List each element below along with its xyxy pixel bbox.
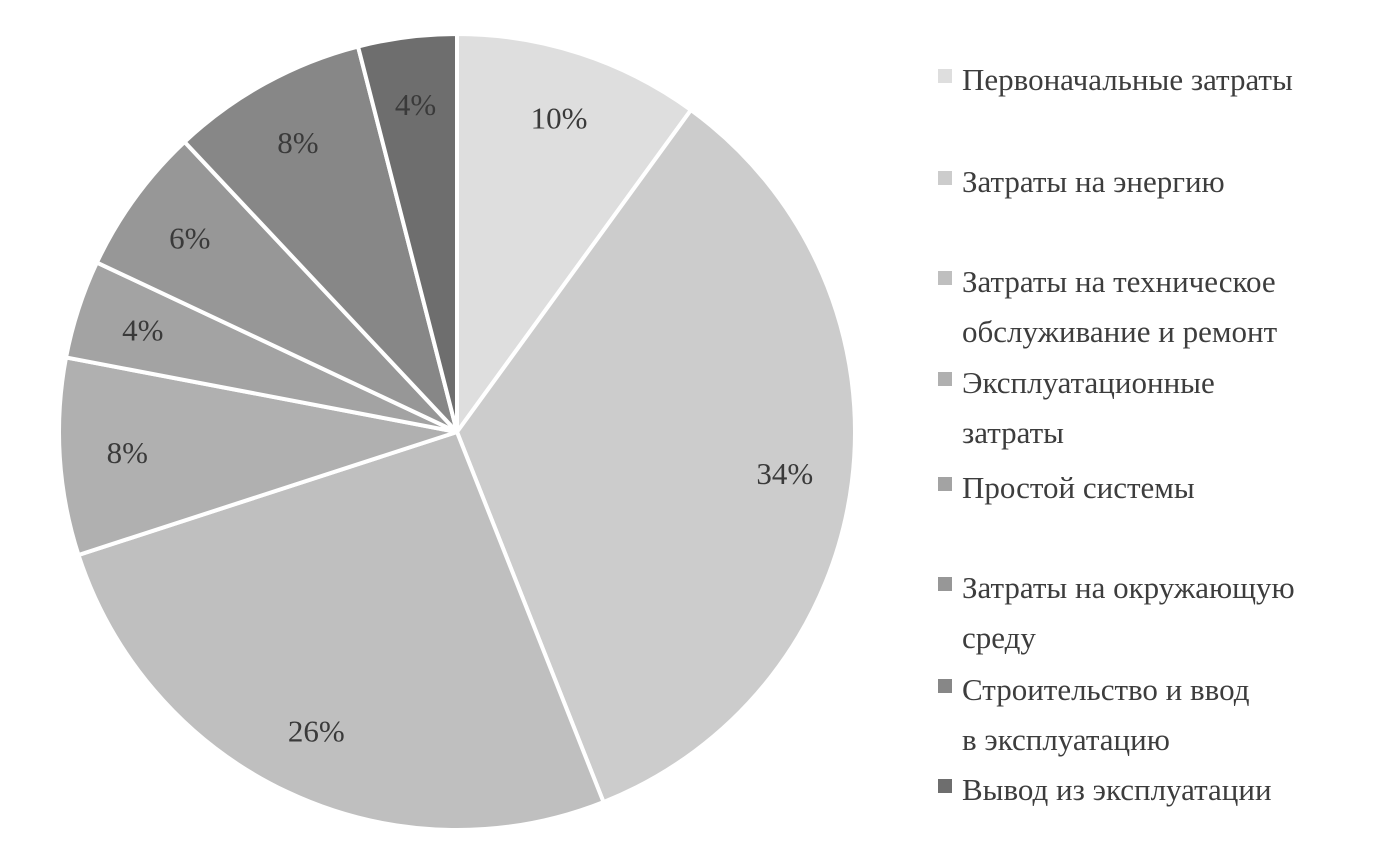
pie-slice-7 xyxy=(182,44,459,434)
legend-swatch xyxy=(938,171,952,185)
legend-label: Эксплуатационные затраты xyxy=(962,365,1215,450)
legend-swatch xyxy=(938,271,952,285)
legend-item-downtime: Простой системы xyxy=(938,463,1382,513)
pie-slice-4 xyxy=(57,355,459,557)
legend-swatch xyxy=(938,577,952,591)
legend-item-environmental-costs: Затраты на окружающую среду xyxy=(938,563,1382,663)
slice-label-5: 4% xyxy=(122,312,163,347)
legend-item-maintenance-costs: Затраты на техническое обслуживание и ре… xyxy=(938,257,1382,357)
legend-label: Затраты на энергию xyxy=(962,164,1225,199)
pie-slice-1 xyxy=(455,32,693,434)
pie-slice-6 xyxy=(94,139,459,434)
pie-chart: 10% 34% 26% 8% 4% 6% 8% 4% xyxy=(57,32,857,832)
legend-label: Затраты на окружающую среду xyxy=(962,570,1295,655)
legend-swatch xyxy=(938,477,952,491)
legend-swatch xyxy=(938,372,952,386)
legend-label: Первоначальные затраты xyxy=(962,62,1293,97)
legend-label: Вывод из эксплуатации xyxy=(962,772,1272,807)
slice-label-6: 6% xyxy=(169,220,210,255)
legend-swatch xyxy=(938,69,952,83)
legend-label: Строительство и ввод в эксплуатацию xyxy=(962,672,1250,757)
legend-swatch xyxy=(938,679,952,693)
legend-item-operating-costs: Эксплуатационные затраты xyxy=(938,358,1382,458)
legend-swatch xyxy=(938,779,952,793)
pie-slice-2 xyxy=(455,108,857,805)
slice-label-8: 4% xyxy=(395,87,436,122)
legend-label: Затраты на техническое обслуживание и ре… xyxy=(962,264,1278,349)
legend-item-construction: Строительство и ввод в эксплуатацию xyxy=(938,665,1382,765)
legend-item-initial-costs: Первоначальные затраты xyxy=(938,55,1382,105)
slice-label-4: 8% xyxy=(107,435,148,470)
legend: Первоначальные затраты Затраты на энерги… xyxy=(938,0,1388,856)
pie-slice-3 xyxy=(76,430,606,832)
pie-slice-8 xyxy=(356,32,459,434)
legend-label: Простой системы xyxy=(962,470,1195,505)
slice-label-3: 26% xyxy=(288,713,345,748)
slice-label-2: 34% xyxy=(756,456,813,491)
slice-label-1: 10% xyxy=(531,100,588,135)
legend-item-decommissioning: Вывод из эксплуатации xyxy=(938,765,1382,815)
legend-item-energy-costs: Затраты на энергию xyxy=(938,157,1382,207)
slice-label-7: 8% xyxy=(277,125,318,160)
